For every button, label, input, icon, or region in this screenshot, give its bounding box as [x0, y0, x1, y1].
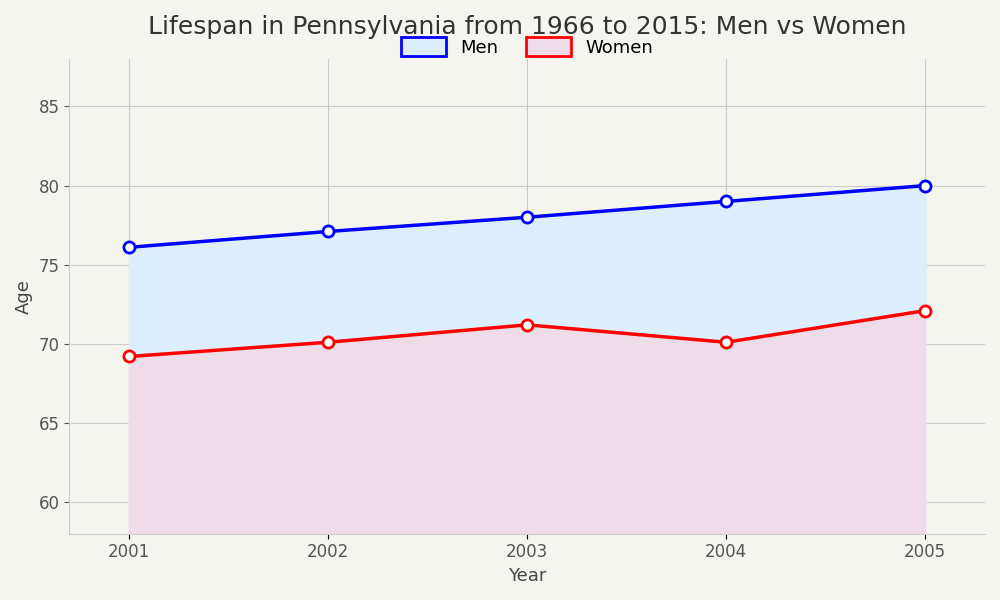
- Title: Lifespan in Pennsylvania from 1966 to 2015: Men vs Women: Lifespan in Pennsylvania from 1966 to 20…: [148, 15, 906, 39]
- Legend: Men, Women: Men, Women: [394, 30, 660, 64]
- Y-axis label: Age: Age: [15, 279, 33, 314]
- X-axis label: Year: Year: [508, 567, 546, 585]
